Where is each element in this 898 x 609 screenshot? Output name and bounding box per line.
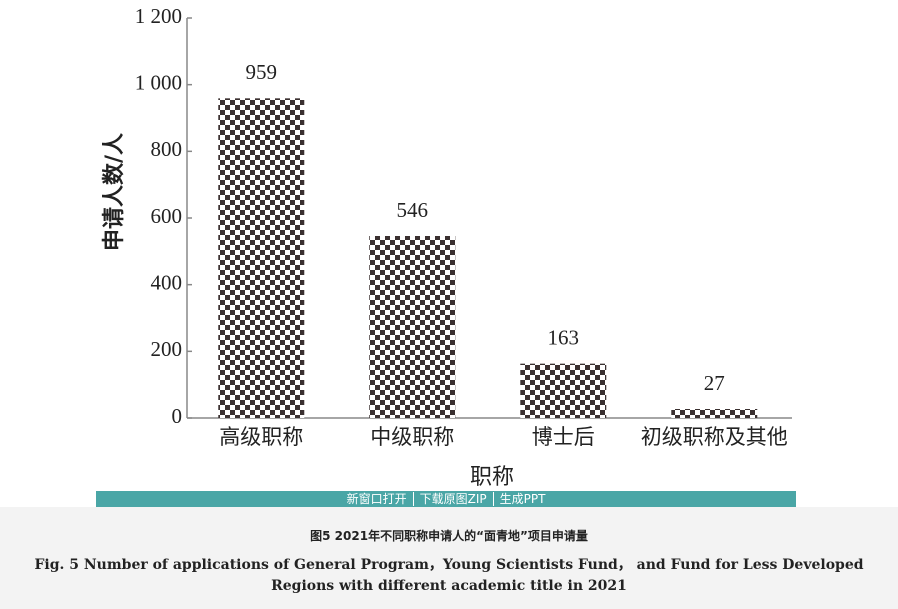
x-tick-label: 中级职称	[370, 425, 454, 449]
y-tick-label: 400	[151, 270, 183, 294]
x-tick-label: 博士后	[532, 425, 595, 449]
x-axis-title: 职称	[470, 465, 514, 490]
toolbar-link[interactable]: 新窗口打开	[346, 492, 407, 506]
x-tick-label: 高级职称	[219, 425, 303, 449]
value-label: 163	[548, 325, 580, 349]
caption-area: 图5 2021年不同职称申请人的“面青地”项目申请量 Fig. 5 Number…	[0, 507, 898, 609]
value-label: 27	[704, 371, 725, 395]
y-tick-label: 600	[151, 204, 183, 228]
toolbar-link[interactable]: 下载原图ZIP	[412, 492, 493, 506]
bar	[671, 409, 758, 418]
x-tick-label: 初级职称及其他	[641, 425, 788, 449]
toolbar-link[interactable]: 生成PPT	[492, 492, 552, 506]
toolbar: 新窗口打开 下载原图ZIP 生成PPT	[96, 491, 796, 508]
caption-cn: 图5 2021年不同职称申请人的“面青地”项目申请量	[310, 529, 588, 543]
y-tick-label: 0	[172, 404, 183, 428]
y-tick-label: 1 000	[135, 70, 182, 94]
chart: 申请人数/人 职称 0 200 400 600 800 1 000 1 200 高级职称 959…	[101, 4, 792, 490]
caption-en: Fig. 5 Number of applications of General…	[34, 557, 864, 594]
bar	[218, 98, 305, 418]
value-label: 959	[246, 60, 278, 84]
y-axis-title: 申请人数/人	[101, 133, 127, 251]
value-label: 546	[397, 198, 429, 222]
bar	[520, 363, 607, 418]
bar	[369, 236, 456, 418]
y-tick-label: 200	[151, 337, 183, 361]
y-tick-label: 1 200	[135, 4, 182, 28]
y-tick-label: 800	[151, 137, 183, 161]
